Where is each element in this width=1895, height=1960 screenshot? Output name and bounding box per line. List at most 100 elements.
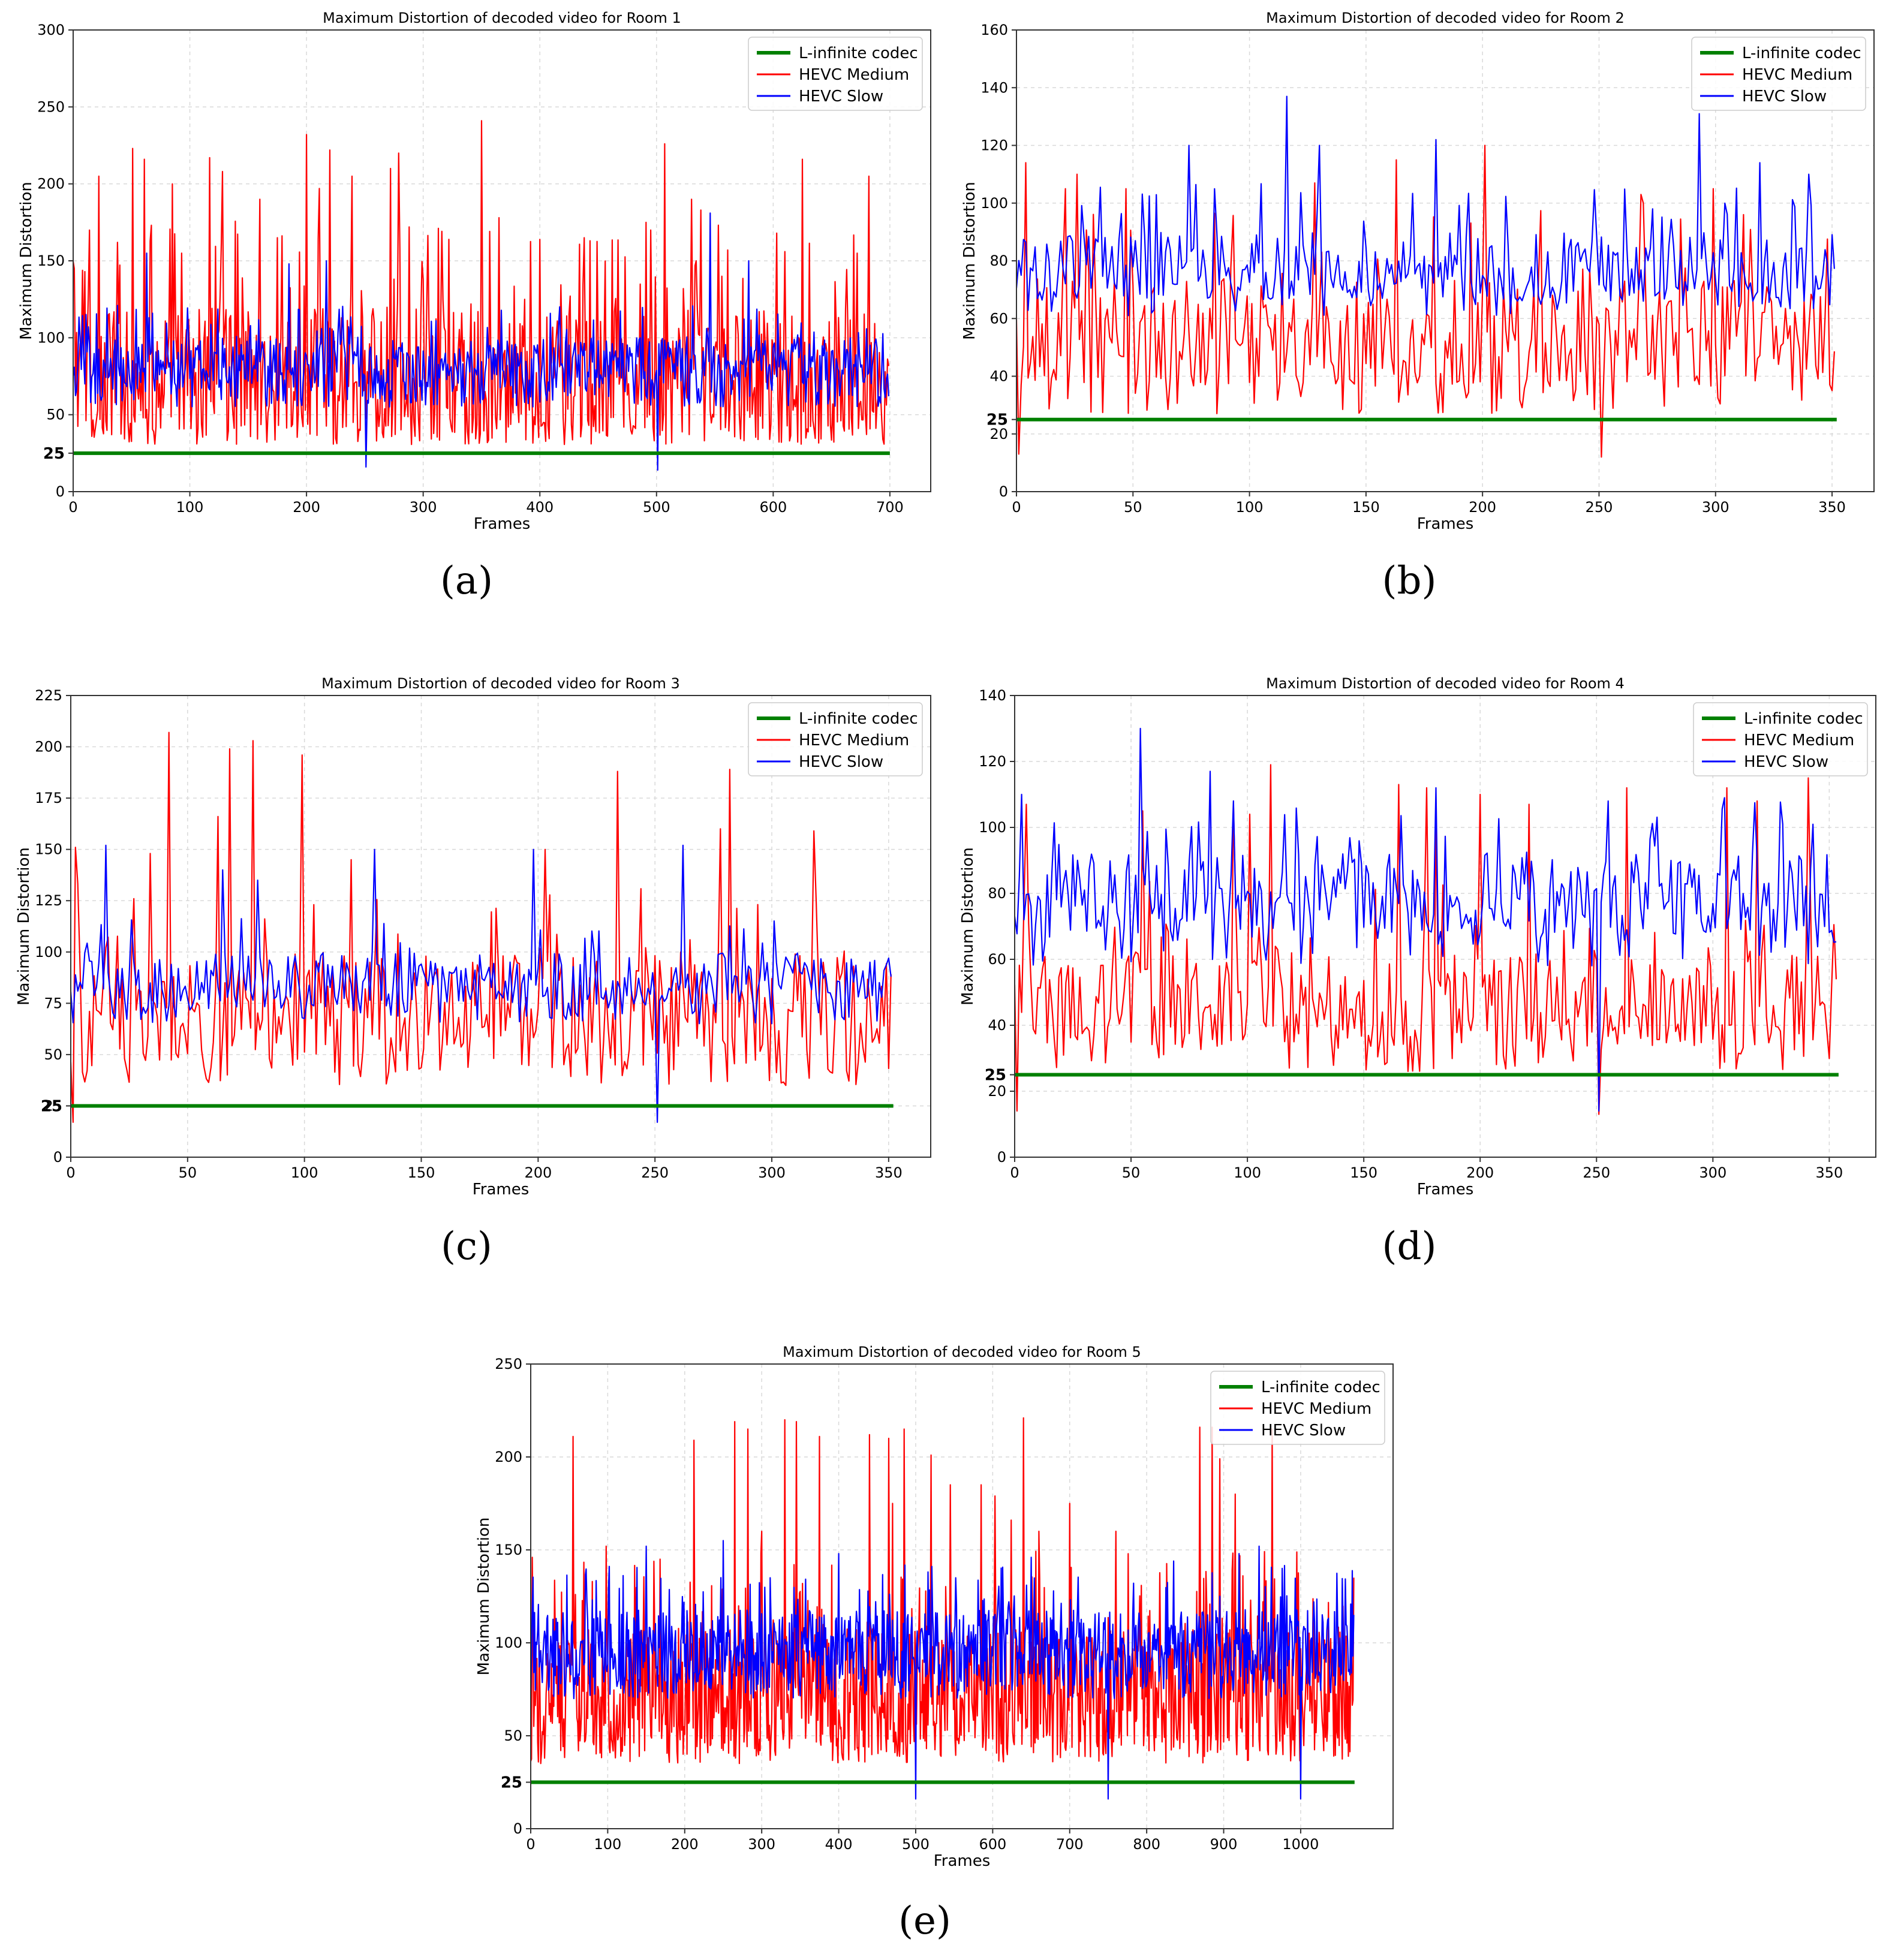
legend-box (748, 37, 923, 111)
legend-label: HEVC Medium (799, 66, 909, 84)
x-tick-label: 900 (1210, 1836, 1238, 1853)
y-tick-label: 60 (989, 310, 1008, 327)
legend: L-infinite codec HEVC Medium HEVC Slow (1210, 1371, 1385, 1445)
y-tick-label: 0 (513, 1820, 522, 1837)
chart-title: Maximum Distortion of decoded video for … (323, 10, 681, 26)
panel-c: 0 50 100 150 200 250 300 350 0 25 50 75 100 125 150 175… (15, 675, 931, 1199)
y-tick-label: 25 (44, 1097, 62, 1114)
axes-frame (1014, 695, 1876, 1158)
legend-label: L-infinite codec (799, 710, 918, 728)
x-tick-label: 1000 (1282, 1836, 1319, 1853)
x-tick-label: 500 (902, 1836, 930, 1853)
x-tick-label: 700 (876, 499, 904, 516)
series-hevc-medium (531, 1417, 1355, 1765)
x-tick-label: 100 (1234, 1164, 1261, 1181)
legend-box (1691, 37, 1866, 111)
x-tick-label: 200 (671, 1836, 699, 1853)
x-tick-label: 700 (1056, 1836, 1084, 1853)
plot-area (73, 120, 890, 471)
x-tick-label: 350 (1815, 1164, 1843, 1181)
x-tick-label: 200 (1466, 1164, 1494, 1181)
y-tick-label-highlight: 25 (985, 1067, 1006, 1085)
x-axis-label: Frames (474, 515, 531, 533)
y-tick-label: 140 (980, 79, 1008, 96)
plot-area (1015, 727, 1839, 1115)
panel-d: 0 50 100 150 200 250 300 350 0 20 40 60 80 100 120 140 2… (959, 675, 1876, 1199)
y-axis-label: Maximum Distortion (959, 847, 977, 1005)
y-axis-label: Maximum Distortion (15, 847, 33, 1005)
x-tick-label: 50 (1122, 1164, 1141, 1181)
y-tick-label: 100 (980, 195, 1008, 212)
y-tick-label: 50 (504, 1727, 522, 1744)
y-tick-label: 300 (37, 22, 65, 38)
y-tick-label-highlight: 25 (986, 411, 1008, 429)
x-tick-label: 200 (293, 499, 320, 516)
x-tick-label: 600 (759, 499, 787, 516)
x-tick-label: 250 (1586, 499, 1613, 516)
x-tick-label: 350 (1818, 499, 1846, 516)
x-tick-label: 100 (176, 499, 204, 516)
legend-label: L-infinite codec (799, 44, 918, 62)
y-axis-label: Maximum Distortion (961, 182, 979, 340)
y-axis-label: Maximum Distortion (475, 1518, 493, 1676)
caption-b: (b) (1382, 559, 1437, 603)
legend-label: HEVC Slow (799, 753, 883, 771)
x-tick-label: 500 (643, 499, 670, 516)
y-tick-label: 150 (37, 252, 65, 269)
x-tick-label: 0 (68, 499, 77, 516)
x-tick-label: 200 (1469, 499, 1496, 516)
y-tick-label: 100 (35, 944, 62, 961)
y-tick-label: 125 (35, 892, 62, 909)
y-tick-label: 200 (35, 739, 62, 755)
y-tick-label: 50 (46, 407, 65, 423)
legend: L-infinite codec HEVC Medium HEVC Slow (748, 702, 923, 776)
series-hevc-medium (1015, 764, 1837, 1115)
x-tick-label: 250 (1583, 1164, 1610, 1181)
x-tick-label: 200 (524, 1164, 552, 1181)
legend-label: L-infinite codec (1742, 44, 1861, 62)
y-tick-label: 250 (37, 98, 65, 115)
plot-area (1016, 95, 1837, 458)
x-tick-label: 400 (825, 1836, 853, 1853)
y-axis-label: Maximum Distortion (17, 182, 35, 340)
y-tick-label: 100 (495, 1634, 522, 1651)
y-tick-label: 200 (37, 176, 65, 192)
x-tick-label: 100 (1236, 499, 1264, 516)
chart-title: Maximum Distortion of decoded video for … (1266, 10, 1625, 26)
x-tick-label: 300 (748, 1836, 775, 1853)
y-tick-label: 250 (495, 1356, 522, 1372)
y-tick-label: 175 (35, 790, 62, 806)
panel-e: 0 100 200 300 400 500 600 700 800 900 1000 0 50 100 15… (475, 1344, 1394, 1870)
caption-e: (e) (898, 1899, 951, 1943)
y-tick-label: 20 (988, 1083, 1006, 1100)
x-tick-label: 150 (1350, 1164, 1377, 1181)
y-tick-label: 120 (979, 753, 1006, 770)
y-tick-label: 80 (988, 885, 1006, 902)
x-tick-label: 150 (1352, 499, 1380, 516)
legend-label: HEVC Slow (1261, 1422, 1346, 1440)
legend: L-infinite codec HEVC Medium HEVC Slow (748, 37, 923, 111)
legend-box (1210, 1371, 1385, 1445)
chart-title: Maximum Distortion of decoded video for … (783, 1344, 1141, 1360)
legend-box (748, 702, 923, 776)
legend-label: L-infinite codec (1744, 710, 1863, 728)
x-tick-label: 50 (1124, 499, 1142, 516)
legend-label: HEVC Medium (1742, 66, 1852, 84)
x-tick-label: 300 (1702, 499, 1729, 516)
plot-area (531, 1417, 1355, 1800)
y-tick-label: 40 (989, 368, 1008, 385)
series-hevc-medium (1016, 144, 1835, 458)
x-tick-label: 0 (66, 1164, 75, 1181)
x-tick-label: 300 (1699, 1164, 1726, 1181)
legend-label: HEVC Slow (1744, 753, 1828, 771)
y-tick-label: 20 (989, 426, 1008, 442)
caption-a: (a) (440, 559, 493, 603)
panel-b: 0 50 100 150 200 250 300 350 0 20 40 60 80 100 120 140 1… (961, 10, 1875, 533)
x-tick-label: 400 (526, 499, 554, 516)
y-tick-label: 75 (44, 995, 62, 1011)
y-tick-label: 150 (35, 841, 62, 858)
series-hevc-medium (73, 120, 890, 445)
series-hevc-slow (71, 844, 892, 1123)
chart-title: Maximum Distortion of decoded video for … (321, 675, 680, 692)
x-tick-label: 800 (1133, 1836, 1160, 1853)
